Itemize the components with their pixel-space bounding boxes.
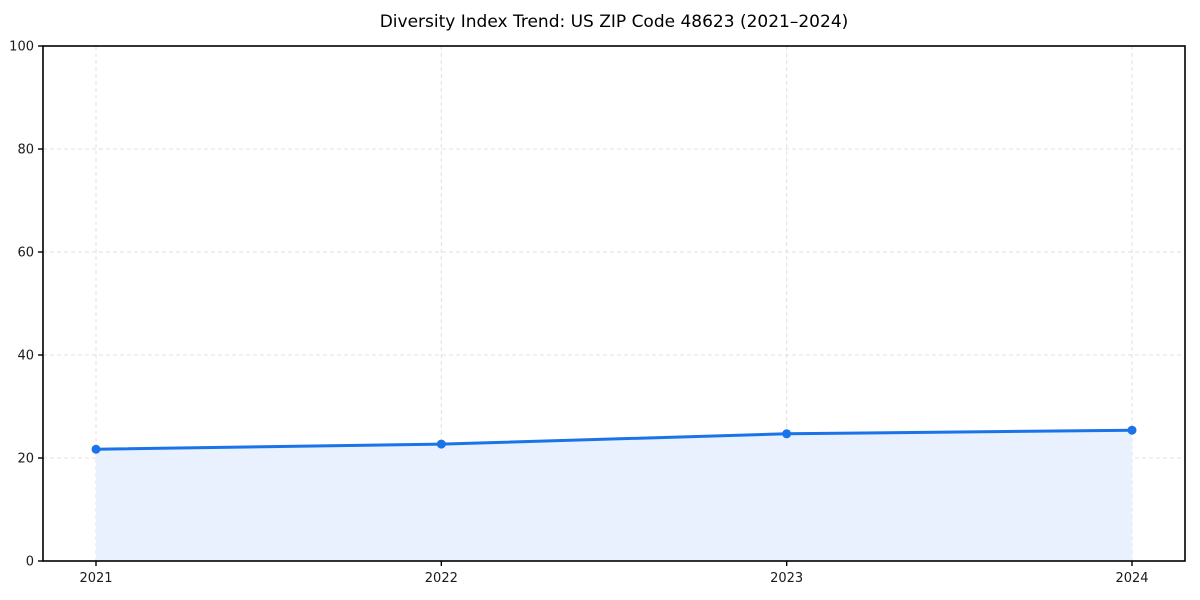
chart-title: Diversity Index Trend: US ZIP Code 48623… [379,12,849,32]
plot-border [42,45,1186,562]
x-tick-label-2022: 2022 [425,571,458,586]
y-tick-label-60: 60 [17,246,34,261]
data-point-2022 [436,439,446,449]
y-tick-label-20: 20 [17,452,34,467]
y-tick-label-80: 80 [17,143,34,158]
data-point-2023 [782,429,792,439]
trend-line [94,428,1134,451]
x-tick-label-2021: 2021 [79,571,112,586]
x-tick-label-2024: 2024 [1115,571,1148,586]
x-tick-label-2023: 2023 [770,571,803,586]
data-point-2021 [91,444,101,454]
y-tick-label-40: 40 [17,349,34,364]
y-tick-label-100: 100 [9,40,34,55]
data-point-2024 [1127,425,1137,435]
y-tick-label-0: 0 [26,555,34,570]
area-fill [96,430,1132,561]
